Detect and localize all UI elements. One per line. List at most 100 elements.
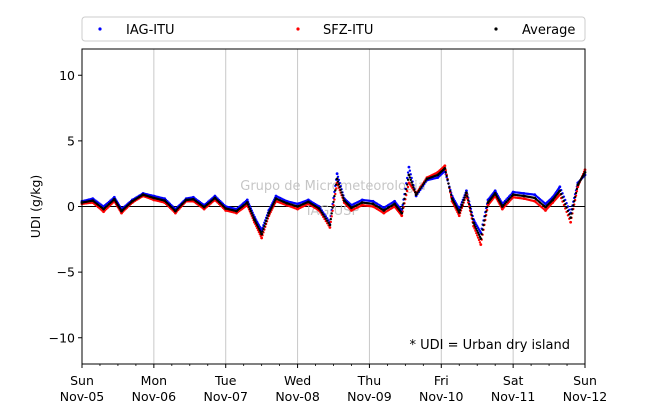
data-point-interp bbox=[406, 185, 410, 189]
data-point-interp bbox=[324, 217, 328, 220]
series-sfz-itu bbox=[80, 164, 587, 246]
data-point-interp bbox=[484, 210, 488, 213]
x-tick-label-date: Nov-05 bbox=[60, 389, 104, 404]
data-point-interp bbox=[251, 214, 254, 217]
data-point-interp bbox=[265, 217, 269, 220]
series-average bbox=[80, 167, 587, 241]
data-point-interp bbox=[410, 176, 413, 180]
data-point bbox=[457, 211, 461, 214]
data-point bbox=[260, 232, 264, 236]
data-point-interp bbox=[334, 192, 337, 196]
data-point-interp bbox=[572, 204, 575, 207]
watermark-line-1: Grupo de Micrometeorologia bbox=[240, 179, 426, 194]
data-point-interp bbox=[405, 176, 409, 180]
y-tick-label: −5 bbox=[57, 265, 75, 280]
data-point bbox=[407, 173, 411, 177]
data-point-interp bbox=[262, 227, 265, 231]
data-point-interp bbox=[255, 223, 259, 227]
data-point-interp bbox=[460, 203, 464, 207]
data-point-interp bbox=[266, 214, 270, 217]
data-point-interp bbox=[463, 196, 466, 199]
data-point-interp bbox=[409, 178, 412, 182]
data-point-interp bbox=[423, 181, 426, 185]
x-axis-ticks: SunNov-05MonNov-06TueNov-07WedNov-08ThuN… bbox=[60, 364, 607, 404]
data-point-interp bbox=[269, 208, 272, 211]
legend-marker-iag-itu bbox=[98, 27, 102, 31]
x-tick-label-date: Nov-10 bbox=[419, 389, 464, 404]
data-point-interp bbox=[559, 192, 563, 196]
data-point-interp bbox=[333, 198, 336, 201]
y-axis-ticks: −10 −5 0 5 10 bbox=[49, 68, 82, 345]
data-point-interp bbox=[406, 171, 410, 174]
x-tick-label-day: Sun bbox=[573, 373, 597, 388]
data-point-interp bbox=[475, 227, 478, 231]
data-point bbox=[457, 214, 461, 218]
legend-label-average: Average bbox=[522, 23, 575, 38]
data-point-interp bbox=[482, 223, 485, 227]
data-point-interp bbox=[406, 178, 410, 181]
data-point-interp bbox=[476, 231, 480, 234]
x-tick-label-date: Nov-08 bbox=[275, 389, 320, 404]
data-point-interp bbox=[565, 206, 568, 209]
data-point-interp bbox=[321, 213, 325, 216]
data-point-interp bbox=[478, 235, 482, 238]
data-point-interp bbox=[571, 208, 574, 211]
data-point-interp bbox=[264, 222, 267, 225]
data-point-interp bbox=[471, 217, 474, 221]
data-point-interp bbox=[485, 205, 489, 209]
data-point-interp bbox=[336, 180, 340, 183]
data-point-interp bbox=[259, 234, 262, 238]
data-point-interp bbox=[474, 229, 477, 232]
data-point-interp bbox=[420, 185, 423, 189]
data-point bbox=[558, 189, 562, 193]
data-point-interp bbox=[469, 210, 473, 213]
data-point-interp bbox=[449, 189, 452, 193]
data-point-interp bbox=[467, 199, 470, 202]
data-point-interp bbox=[464, 193, 467, 197]
data-point-interp bbox=[263, 224, 266, 228]
data-point-interp bbox=[566, 209, 570, 213]
data-point-interp bbox=[561, 196, 564, 199]
data-point-interp bbox=[273, 201, 276, 204]
data-point-interp bbox=[320, 211, 324, 214]
data-point-interp bbox=[468, 206, 472, 210]
data-point-interp bbox=[342, 196, 345, 200]
data-point bbox=[576, 185, 580, 189]
data-point-interp bbox=[326, 219, 329, 222]
data-point-interp bbox=[564, 203, 567, 206]
data-point-interp bbox=[574, 191, 578, 195]
data-point-interp bbox=[323, 215, 326, 218]
x-tick-label-date: Nov-12 bbox=[563, 389, 607, 404]
data-point bbox=[328, 223, 332, 227]
data-point bbox=[443, 167, 447, 170]
data-point-interp bbox=[334, 187, 338, 190]
data-point-interp bbox=[330, 215, 333, 218]
data-point-interp bbox=[327, 221, 330, 225]
data-point-interp bbox=[340, 191, 343, 194]
data-point-interp bbox=[254, 220, 257, 223]
data-point-interp bbox=[405, 188, 408, 191]
data-point-interp bbox=[333, 194, 336, 198]
data-point-interp bbox=[477, 233, 481, 236]
data-point-interp bbox=[270, 206, 273, 209]
data-point-interp bbox=[402, 202, 405, 205]
data-point-interp bbox=[573, 195, 577, 199]
data-point-interp bbox=[575, 190, 579, 193]
data-point bbox=[465, 189, 468, 193]
data-point-interp bbox=[249, 209, 253, 213]
legend-marker-average bbox=[494, 27, 498, 31]
data-point-interp bbox=[401, 207, 404, 210]
data-point-interp bbox=[466, 195, 469, 198]
data-point-interp bbox=[404, 192, 407, 196]
data-point-interp bbox=[331, 206, 334, 209]
data-point-interp bbox=[408, 176, 412, 179]
data-point-interp bbox=[470, 214, 474, 217]
data-point-interp bbox=[250, 212, 253, 215]
data-point bbox=[465, 191, 468, 195]
data-point bbox=[443, 164, 447, 168]
data-point-interp bbox=[573, 200, 576, 203]
data-point-interp bbox=[412, 186, 415, 189]
data-point-interp bbox=[261, 230, 264, 233]
data-point-interp bbox=[473, 223, 476, 227]
